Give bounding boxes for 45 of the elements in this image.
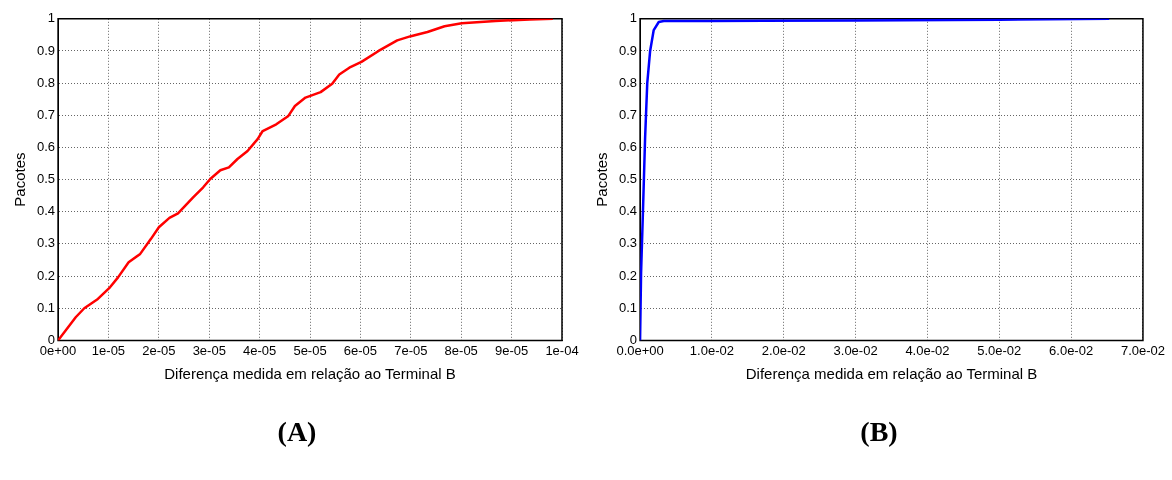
x-tick-label: 8e-05: [444, 342, 478, 358]
y-tick-label: 1: [47, 10, 56, 26]
x-tick-label: 3.0e-02: [833, 342, 878, 358]
y-tick-label: 0.7: [618, 106, 638, 122]
x-axis-title: Diferença medida em relação ao Terminal B: [164, 365, 456, 383]
x-tick-label: 1e-04: [545, 342, 579, 358]
y-tick-label: 0.9: [618, 42, 638, 58]
y-axis-title: Pacotes: [11, 152, 29, 207]
x-tick-label: 5.0e-02: [977, 342, 1022, 358]
x-tick-label: 4.0e-02: [905, 342, 950, 358]
y-tick-label: 0.7: [36, 106, 56, 122]
y-axis-title: Pacotes: [593, 152, 611, 207]
y-tick-label: 0.5: [36, 171, 56, 187]
y-tick-label: 0.8: [36, 74, 56, 90]
y-tick-label: 0.3: [36, 235, 56, 251]
x-tick-label: 2e-05: [142, 342, 176, 358]
y-tick-label: 0: [629, 331, 638, 347]
x-tick-label: 7e-05: [394, 342, 428, 358]
x-tick-label: 3e-05: [192, 342, 226, 358]
y-tick-label: 0: [47, 331, 56, 347]
x-tick-label: 2.0e-02: [761, 342, 806, 358]
y-tick-label: 0.4: [618, 203, 638, 219]
y-tick-label: 0.1: [36, 299, 56, 315]
y-tick-label: 0.2: [36, 267, 56, 283]
text: (A): [276, 416, 318, 448]
y-tick-label: 0.5: [618, 171, 638, 187]
x-tick-label: 4e-05: [243, 342, 277, 358]
y-tick-label: 1: [629, 10, 638, 26]
y-tick-label: 0.9: [36, 42, 56, 58]
x-axis-title: Diferença medida em relação ao Terminal B: [745, 365, 1038, 383]
x-tick-label: 6e-05: [343, 342, 378, 358]
x-tick-label: 1e-05: [91, 342, 126, 358]
text: (B): [859, 416, 899, 448]
x-tick-label: 6.0e-02: [1049, 342, 1094, 358]
x-tick-label: 1.0e-02: [689, 342, 734, 358]
y-tick-label: 0.3: [618, 235, 638, 251]
x-tick-label: 9e-05: [494, 342, 529, 358]
y-tick-label: 0.6: [618, 139, 638, 155]
y-tick-label: 0.2: [618, 267, 638, 283]
x-tick-label: 7.0e-02: [1120, 342, 1165, 358]
x-tick-label: 5e-05: [293, 342, 327, 358]
y-tick-label: 0.1: [618, 299, 638, 315]
y-tick-label: 0.8: [618, 74, 638, 90]
y-tick-label: 0.4: [36, 203, 56, 219]
y-tick-label: 0.6: [36, 139, 56, 155]
